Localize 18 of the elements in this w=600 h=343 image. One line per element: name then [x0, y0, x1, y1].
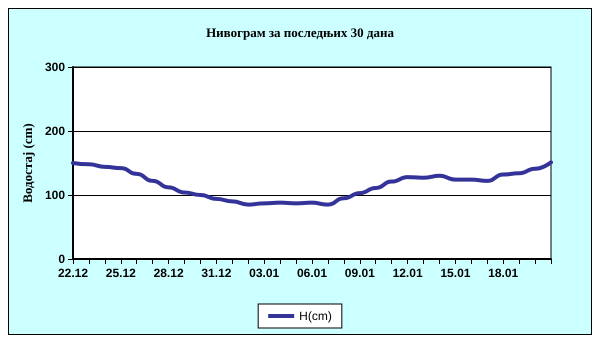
x-tick-label: 25.12	[106, 266, 136, 280]
x-tick-label: 12.01	[392, 266, 423, 280]
x-tick-label: 03.01	[249, 266, 280, 280]
x-tick-label: 28.12	[154, 266, 184, 280]
y-axis-title: Водостај (cm)	[20, 123, 36, 203]
x-tick-label: 06.01	[296, 266, 328, 280]
x-tick-label: 18.01	[488, 266, 519, 280]
line-series	[71, 160, 553, 207]
x-tick-label: 22.12	[58, 266, 88, 280]
x-tick-label: 15.01	[440, 266, 471, 280]
chart-title: Нивограм за последњих 30 дана	[206, 25, 394, 40]
y-tick-label: 0	[58, 252, 66, 266]
y-tick-label: 100	[44, 188, 66, 202]
x-tick-label: 31.12	[201, 266, 232, 280]
y-tick-label: 300	[44, 60, 66, 74]
y-tick-label: 200	[44, 124, 66, 138]
x-tick-label: 09.01	[344, 266, 376, 280]
legend-label: H(cm)	[299, 309, 332, 323]
